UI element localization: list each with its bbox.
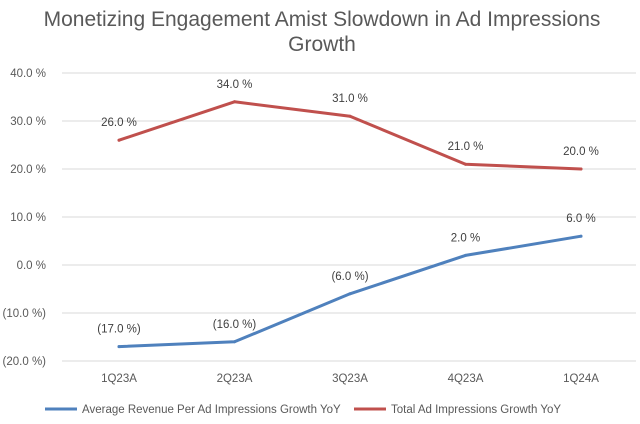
data-point: [579, 234, 583, 238]
x-tick-label: 4Q23A: [448, 373, 484, 385]
series-line-1: [117, 234, 583, 349]
y-tick-label: 20.0 %: [10, 164, 46, 176]
data-labels: (17.0 %) (16.0 %) (6.0 %) 2.0 % 6.0 % 26.0 % 3…: [97, 79, 599, 336]
y-tick-label: 40.0 %: [10, 68, 46, 80]
data-label: (16.0 %): [213, 319, 257, 331]
legend-label: Total Ad Impressions Growth YoY: [391, 404, 561, 416]
x-axis-tick-labels: 1Q23A 2Q23A 3Q23A 4Q23A 1Q24A: [101, 373, 599, 385]
data-point: [348, 292, 352, 296]
x-tick-label: 2Q23A: [217, 373, 253, 385]
chart-title-line-2: Growth: [288, 33, 356, 56]
data-point: [117, 138, 121, 142]
data-label: (6.0 %): [331, 271, 368, 283]
y-tick-label: 0.0 %: [17, 260, 46, 272]
legend-item-1[interactable]: Average Revenue Per Ad Impressions Growt…: [45, 404, 341, 416]
x-tick-label: 1Q23A: [101, 373, 137, 385]
x-tick-label: 1Q24A: [563, 373, 599, 385]
series-lines: [117, 100, 583, 349]
legend-item-2[interactable]: Total Ad Impressions Growth YoY: [354, 404, 561, 416]
data-point: [348, 114, 352, 118]
y-tick-label: 30.0 %: [10, 116, 46, 128]
data-point: [233, 100, 236, 104]
series-line-2: [117, 100, 583, 171]
data-point: [117, 345, 121, 349]
data-label: 31.0 %: [332, 93, 368, 105]
y-tick-label: 10.0 %: [10, 212, 46, 224]
y-tick-label: (10.0 %): [3, 308, 47, 320]
chart-title: Monetizing Engagement Amist Slowdown in …: [44, 8, 601, 56]
data-label: (17.0 %): [97, 324, 141, 336]
chart-title-line-1: Monetizing Engagement Amist Slowdown in …: [44, 8, 601, 31]
data-label: 26.0 %: [101, 117, 137, 129]
data-point: [464, 162, 467, 166]
data-point: [579, 167, 583, 171]
y-tick-label: (20.0 %): [3, 356, 47, 368]
data-label: 6.0 %: [566, 213, 595, 225]
x-tick-label: 3Q23A: [332, 373, 368, 385]
legend[interactable]: Average Revenue Per Ad Impressions Growt…: [45, 404, 561, 416]
data-label: 21.0 %: [448, 141, 484, 153]
y-axis-tick-labels: 40.0 % 30.0 % 20.0 % 10.0 % 0.0 % (10.0 %) (20…: [3, 68, 47, 368]
gridlines: [62, 72, 636, 362]
data-label: 34.0 %: [217, 79, 253, 91]
data-label: 20.0 %: [563, 146, 599, 158]
data-point: [233, 340, 236, 344]
data-label: 2.0 %: [451, 232, 480, 244]
legend-label: Average Revenue Per Ad Impressions Growt…: [82, 404, 341, 416]
data-point: [464, 253, 467, 257]
